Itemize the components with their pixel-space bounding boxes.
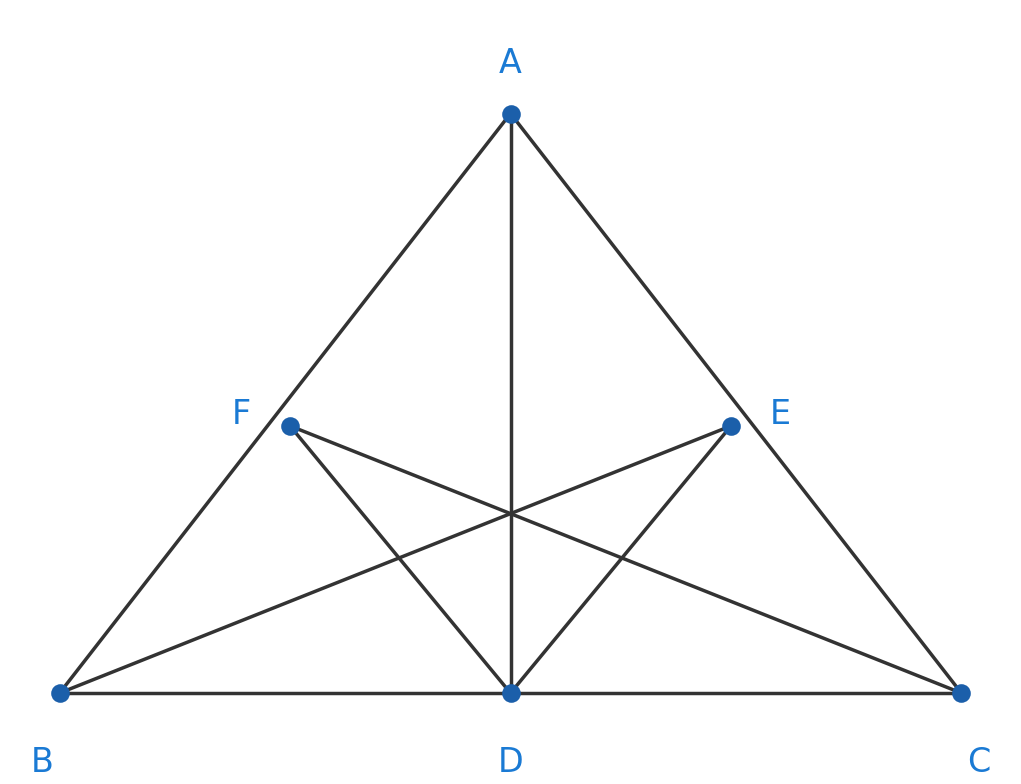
Point [282,419,298,432]
Point [502,687,519,699]
Text: E: E [770,398,791,431]
Text: B: B [31,746,53,779]
Point [502,107,519,120]
Text: F: F [232,398,251,431]
Point [51,687,67,699]
Text: C: C [967,746,990,779]
Text: A: A [499,47,522,80]
Point [723,419,739,432]
Point [954,687,970,699]
Text: D: D [497,746,524,779]
